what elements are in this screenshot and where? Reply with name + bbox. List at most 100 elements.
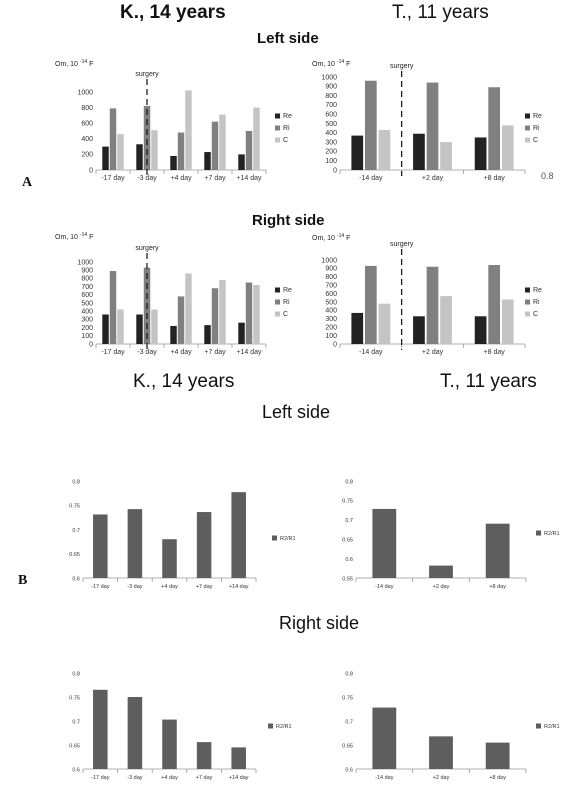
y-tick-label: 0.8 (345, 479, 353, 485)
surgery-marker-label: surgery (390, 63, 414, 70)
legend-swatch (536, 723, 541, 729)
y-tick-label: 1000 (77, 259, 93, 266)
legend-swatch (275, 125, 280, 131)
y-axis-label: Om, 10 -14 F (55, 232, 93, 241)
bar-r2r1 (372, 508, 397, 578)
bar-re (136, 144, 143, 170)
bar-r2r1 (231, 492, 246, 578)
x-tick-label: +4 day (161, 584, 178, 590)
bar-ri (364, 265, 377, 344)
bar-r2r1 (485, 523, 510, 578)
y-tick-label: 200 (325, 149, 337, 156)
y-tick-label: 300 (325, 316, 337, 323)
y-tick-label: 500 (325, 121, 337, 128)
x-tick-label: +14 day (236, 175, 262, 182)
legend-label: C (533, 311, 538, 318)
y-tick-label: 1000 (77, 89, 93, 96)
x-tick-label: -3 day (137, 175, 157, 182)
bar-ri (488, 265, 501, 344)
legend-swatch (275, 113, 280, 119)
bar-r2r1 (127, 509, 143, 578)
y-tick-label: 700 (325, 102, 337, 109)
y-tick-label: 800 (81, 276, 93, 283)
x-tick-label: +14 day (229, 775, 249, 781)
bar-re (474, 316, 487, 344)
bar-c (219, 114, 226, 170)
bar-c (378, 130, 391, 170)
y-tick-label: 800 (325, 93, 337, 100)
bar-ri (245, 282, 253, 344)
x-tick-label: +7 day (204, 349, 226, 356)
y-tick-label: 0.65 (342, 743, 353, 749)
y-tick-label: 200 (81, 152, 93, 159)
y-tick-label: 400 (325, 130, 337, 137)
y-axis-label-unit: F (344, 61, 350, 68)
title-mid-left: K., 14 years (133, 371, 235, 392)
x-tick-label: +8 day (489, 584, 506, 590)
x-tick-label: +4 day (161, 775, 178, 781)
legend-label: Ri (533, 299, 540, 306)
bar-re (238, 322, 245, 344)
y-axis-label-unit: F (87, 61, 93, 68)
bar-ri (211, 121, 219, 170)
legend-label: Ri (283, 299, 290, 306)
y-tick-label: 0.75 (69, 695, 80, 701)
x-tick-label: +2 day (433, 775, 450, 781)
bar-r2r1 (93, 689, 108, 769)
bar-re (474, 137, 487, 170)
bar-r2r1 (485, 742, 510, 769)
legend-label: C (533, 137, 538, 144)
y-tick-label: 300 (81, 317, 93, 324)
y-tick-label: 0.75 (342, 499, 353, 505)
bar-r2r1 (93, 514, 108, 578)
legend-label: C (283, 137, 288, 144)
surgery-marker-label: surgery (135, 245, 159, 252)
section-b-right: Right side (279, 613, 360, 633)
legend-label: R2/R1 (544, 531, 560, 537)
bar-re (170, 325, 177, 344)
x-tick-label: +2 day (433, 584, 450, 590)
y-tick-label: 1000 (321, 257, 337, 264)
y-tick-label: 700 (81, 284, 93, 291)
y-tick-label: 500 (81, 300, 93, 307)
bar-re (102, 314, 109, 344)
y-tick-label: 400 (325, 308, 337, 315)
y-axis-label: Om, 10 -14 F (312, 233, 350, 242)
bar-ri (177, 296, 185, 344)
panel-label-a: A (22, 175, 33, 190)
y-tick-label: 0 (333, 341, 337, 348)
bar-ri (177, 132, 185, 170)
x-tick-label: +8 day (484, 175, 506, 182)
legend-label: C (283, 311, 288, 318)
bar-c (219, 280, 226, 344)
y-tick-label: 800 (81, 105, 93, 112)
legend-label: Re (283, 287, 292, 294)
y-tick-label: 100 (325, 333, 337, 340)
bar-c (117, 309, 124, 344)
y-tick-label: 300 (325, 139, 337, 146)
x-tick-label: -14 day (375, 775, 394, 781)
legend-swatch (275, 299, 280, 305)
bar-c (185, 273, 192, 344)
bar-c (440, 296, 452, 344)
legend-swatch (275, 311, 280, 317)
bar-c (151, 309, 158, 344)
bar-r2r1 (162, 539, 177, 578)
bar-ri (364, 80, 377, 170)
surgery-marker-label: surgery (135, 71, 159, 78)
legend-swatch (268, 723, 273, 729)
y-tick-label: 0 (89, 167, 93, 174)
y-tick-label: 0.6 (345, 767, 353, 773)
x-tick-label: +8 day (484, 349, 506, 356)
x-tick-label: +14 day (236, 349, 262, 356)
y-tick-label: 0.7 (345, 719, 353, 725)
y-tick-label: 500 (325, 299, 337, 306)
y-tick-label: 400 (81, 309, 93, 316)
y-tick-label: 100 (81, 333, 93, 340)
